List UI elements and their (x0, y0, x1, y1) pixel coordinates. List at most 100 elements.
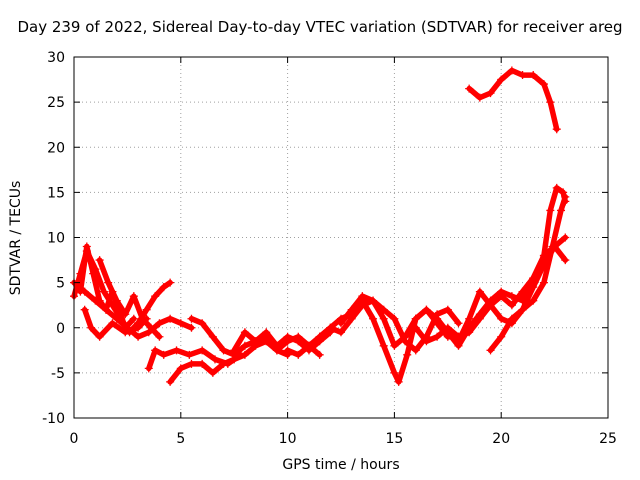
data-point-marker (507, 292, 516, 301)
series-track (231, 329, 334, 354)
data-point-marker (379, 314, 388, 323)
chart-title: Day 239 of 2022, Sidereal Day-to-day VTE… (17, 18, 623, 36)
data-point-marker (219, 346, 228, 355)
data-point-marker (507, 314, 516, 323)
data-point-marker (272, 341, 281, 350)
data-point-marker (159, 283, 168, 292)
series-track-9 (230, 328, 335, 355)
data-point-marker (176, 319, 185, 328)
data-point-marker (394, 377, 403, 386)
data-point-marker (465, 314, 474, 323)
data-point-marker (497, 75, 506, 84)
data-point-marker (529, 296, 538, 305)
data-point-marker (138, 314, 147, 323)
data-point-marker (443, 328, 452, 337)
x-tick-label: 20 (492, 431, 510, 447)
data-point-marker (129, 292, 138, 301)
data-point-marker (283, 346, 292, 355)
data-point-marker (539, 278, 548, 287)
series-track-18 (465, 66, 561, 134)
y-tick-label: 15 (47, 185, 65, 201)
data-point-marker (529, 283, 538, 292)
y-tick-label: 30 (47, 50, 65, 66)
grid (74, 57, 608, 418)
data-point-marker (454, 337, 463, 346)
data-point-marker (433, 314, 442, 323)
series-track (338, 293, 462, 354)
y-tick-label: 0 (56, 321, 65, 337)
data-point-marker (422, 305, 431, 314)
y-tick-label: -10 (42, 411, 65, 427)
data-point-marker (379, 341, 388, 350)
data-point-marker (82, 242, 91, 251)
data-point-marker (121, 328, 130, 337)
data-point-marker (210, 355, 219, 364)
data-point-marker (369, 296, 378, 305)
data-point-marker (304, 341, 313, 350)
data-point-marker (121, 310, 130, 319)
data-point-marker (251, 337, 260, 346)
y-tick-label: 20 (47, 140, 65, 156)
data-point-marker (561, 197, 570, 206)
data-point-marker (208, 332, 217, 341)
data-point-marker (262, 328, 271, 337)
data-point-marker (185, 350, 194, 359)
data-point-marker (155, 319, 164, 328)
data-point-marker (518, 71, 527, 80)
data-point-marker (187, 323, 196, 332)
data-point-marker (454, 319, 463, 328)
data-point-marker (390, 341, 399, 350)
data-point-marker (166, 377, 175, 386)
data-point-marker (240, 350, 249, 359)
data-point-marker (219, 359, 228, 368)
data-point-marker (497, 292, 506, 301)
data-point-marker (552, 183, 561, 192)
data-point-marker (561, 233, 570, 242)
data-point-marker (422, 332, 431, 341)
data-point-marker (507, 66, 516, 75)
data-point-marker (198, 319, 207, 328)
data-point-marker (108, 319, 117, 328)
series-track-4 (80, 305, 151, 341)
data-point-marker (529, 71, 538, 80)
x-tick-label: 15 (385, 431, 403, 447)
data-point-marker (465, 84, 474, 93)
series-track (96, 257, 163, 340)
series-track-5 (95, 256, 164, 341)
data-point-marker (187, 314, 196, 323)
series-track (402, 261, 547, 349)
data-point-marker (208, 368, 217, 377)
data-point-marker (475, 93, 484, 102)
data-point-marker (155, 332, 164, 341)
data-point-marker (89, 269, 98, 278)
data-point-marker (198, 359, 207, 368)
data-point-marker (546, 206, 555, 215)
data-point-marker (379, 305, 388, 314)
data-point-marker (240, 341, 249, 350)
data-point-marker (294, 350, 303, 359)
data-point-marker (401, 332, 410, 341)
data-point-marker (80, 305, 89, 314)
data-series (70, 66, 570, 386)
data-point-marker (134, 332, 143, 341)
data-point-marker (187, 359, 196, 368)
data-point-marker (486, 301, 495, 310)
data-point-marker (76, 287, 85, 296)
data-point-marker (315, 332, 324, 341)
data-point-marker (546, 98, 555, 107)
data-point-marker (552, 125, 561, 134)
data-point-marker (369, 314, 378, 323)
data-point-marker (443, 305, 452, 314)
data-point-marker (358, 292, 367, 301)
data-point-marker (294, 337, 303, 346)
axis-ticks: -10 -5 0 5 10 15 20 25 30 0 5 10 15 20 25 (42, 50, 617, 447)
data-point-marker (176, 364, 185, 373)
data-point-marker (497, 314, 506, 323)
data-point-marker (518, 305, 527, 314)
data-point-marker (95, 332, 104, 341)
y-axis-label: SDTVAR / TECUs (8, 180, 24, 296)
y-tick-label: 25 (47, 95, 65, 111)
data-point-marker (198, 346, 207, 355)
data-point-marker (518, 287, 527, 296)
